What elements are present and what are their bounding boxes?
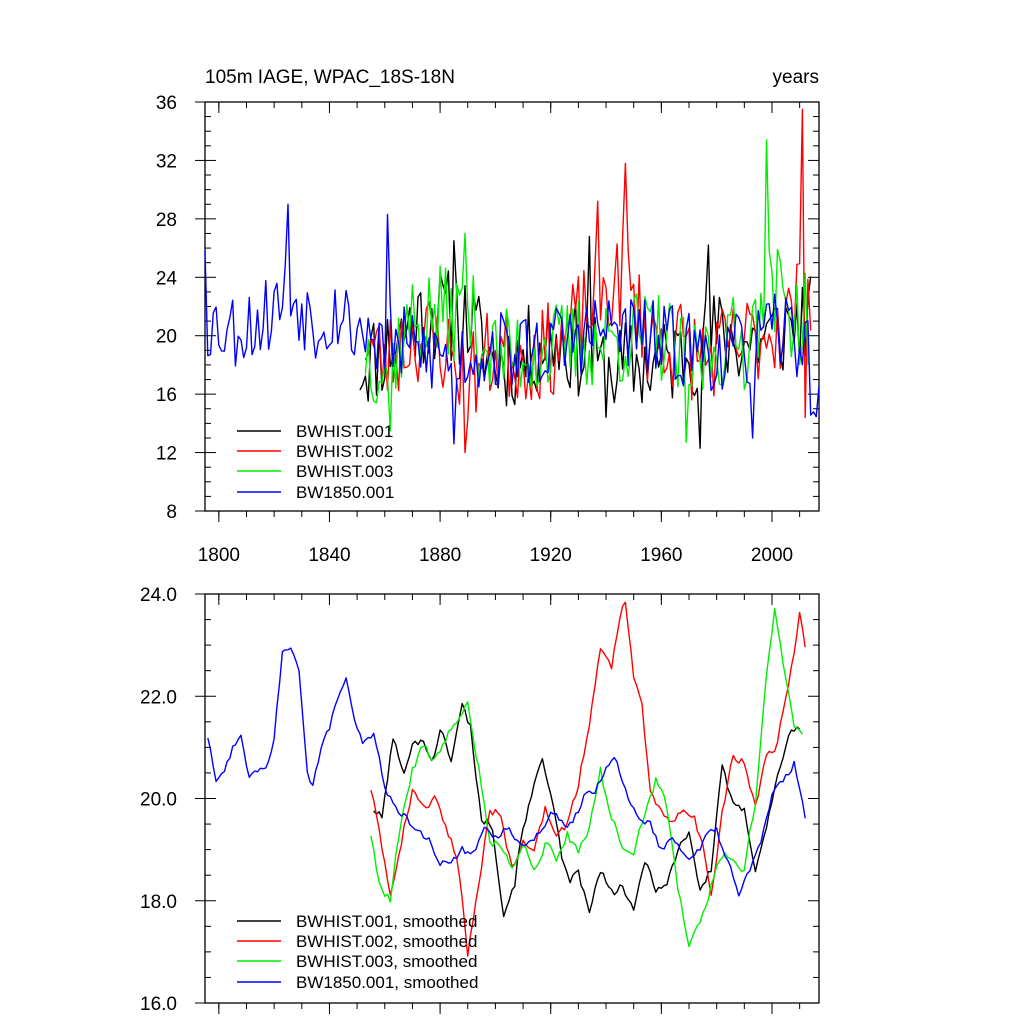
top-panel: 105m IAGE, WPAC_18S-18N years 8 12 16 20 24 2… [156,67,820,566]
top-xtick-label: 1840 [308,545,350,566]
bottom-panel: 16.0 18.0 20.0 22.0 24.0 BWHIST.001, smoothe… [140,585,820,1015]
bottom-ytick-label: 18.0 [140,892,177,913]
bottom-legend-label-3: BWHIST.003, smoothed [296,952,477,971]
top-legend-label-2: BWHIST.002 [296,442,393,461]
top-chart-title: 105m IAGE, WPAC_18S-18N [205,67,455,88]
bottom-ytick-label: 16.0 [140,994,177,1015]
top-ytick-label: 12 [156,444,177,465]
top-xtick-label: 1920 [530,545,572,566]
top-xtick-label: 2000 [751,545,793,566]
top-ytick-label: 28 [156,210,177,231]
bottom-series-line-4 [207,647,806,897]
top-ytick-label: 36 [156,93,177,114]
top-legend-label-1: BWHIST.001 [296,422,393,441]
bottom-legend-label-4: BW1850.001, smoothed [296,973,478,992]
top-ytick-label: 32 [156,151,177,172]
top-series-line-3 [364,139,809,443]
top-ytick-label: 8 [166,502,177,523]
top-series-group [204,108,820,454]
bottom-series-line-1 [373,702,801,918]
top-chart-units-label: years [773,67,819,88]
top-series-line-4 [204,203,820,445]
bottom-ticks: 16.0 18.0 20.0 22.0 24.0 [140,585,819,1015]
bottom-series-group [207,601,806,957]
top-legend-label-4: BW1850.001 [296,483,394,502]
top-xtick-label: 1880 [419,545,461,566]
top-series-line-1 [359,235,812,449]
bottom-ytick-label: 24.0 [140,585,177,606]
top-legend-label-3: BWHIST.003 [296,462,393,481]
top-xtick-label: 1800 [198,545,240,566]
top-xtick-label: 1960 [640,545,682,566]
top-ticks: 8 12 16 20 24 28 32 36 1800 1840 1880 1920 1960 2000 [156,93,819,566]
bottom-series-line-3 [370,607,803,948]
bottom-legend-label-2: BWHIST.002, smoothed [296,932,477,951]
bottom-series-line-2 [370,601,806,957]
top-ytick-label: 16 [156,385,177,406]
top-legend: BWHIST.001 BWHIST.002 BWHIST.003 BW1850.… [237,422,394,502]
bottom-legend-label-1: BWHIST.001, smoothed [296,912,477,931]
top-ytick-label: 20 [156,327,177,348]
bottom-ytick-label: 20.0 [140,790,177,811]
bottom-legend: BWHIST.001, smoothed BWHIST.002, smoothe… [237,912,478,992]
top-ytick-label: 24 [156,268,178,289]
bottom-ytick-label: 22.0 [140,687,177,708]
